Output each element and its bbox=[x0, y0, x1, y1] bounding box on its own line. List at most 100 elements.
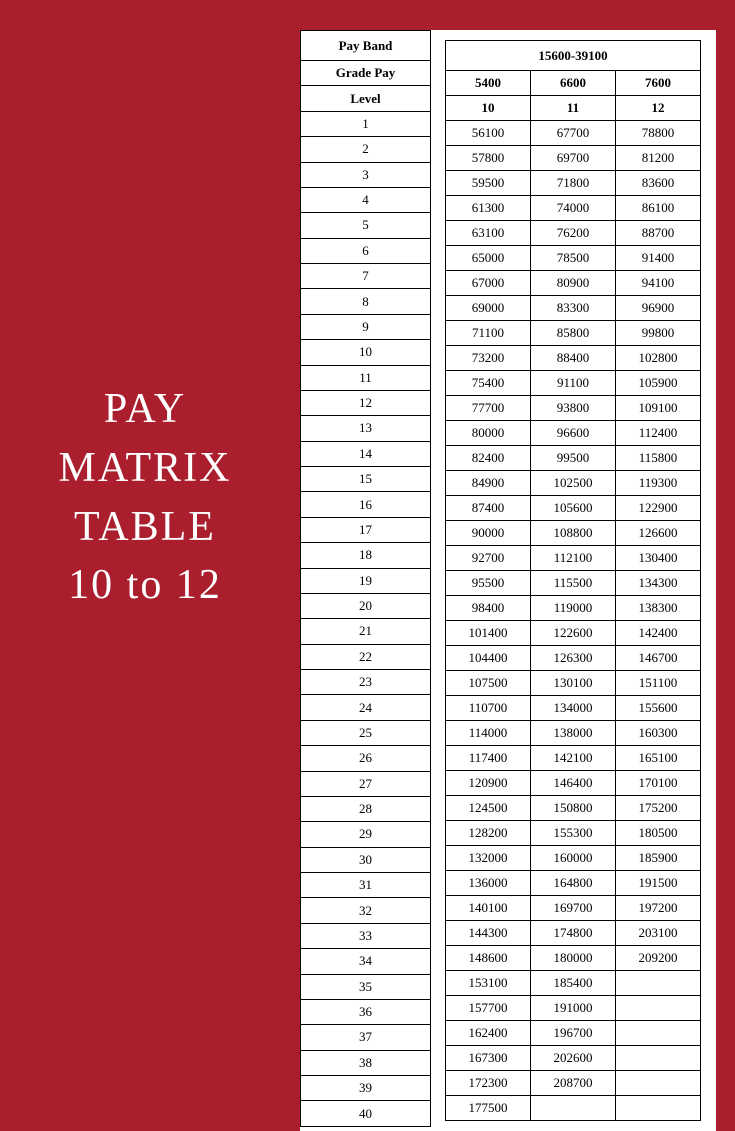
table-cell: 115500 bbox=[531, 571, 616, 596]
table-cell: 148600 bbox=[446, 946, 531, 971]
table-cell: 126300 bbox=[531, 646, 616, 671]
row-index: 3 bbox=[301, 162, 431, 187]
pay-band-label: Pay Band bbox=[301, 31, 431, 61]
row-index: 2 bbox=[301, 137, 431, 162]
table-cell: 67700 bbox=[531, 121, 616, 146]
title-line-2: MATRIX bbox=[30, 439, 260, 498]
row-index: 8 bbox=[301, 289, 431, 314]
table-cell: 96600 bbox=[531, 421, 616, 446]
table-cell: 78800 bbox=[616, 121, 701, 146]
index-table: Pay Band Grade Pay Level 123456789101112… bbox=[300, 30, 431, 1127]
grade-pay-label: Grade Pay bbox=[301, 61, 431, 86]
row-index: 5 bbox=[301, 213, 431, 238]
table-cell: 130400 bbox=[616, 546, 701, 571]
table-cell: 80000 bbox=[446, 421, 531, 446]
row-index: 14 bbox=[301, 441, 431, 466]
table-cell: 202600 bbox=[531, 1046, 616, 1071]
row-index: 29 bbox=[301, 822, 431, 847]
row-index: 15 bbox=[301, 467, 431, 492]
table-cell: 75400 bbox=[446, 371, 531, 396]
table-cell: 138000 bbox=[531, 721, 616, 746]
table-cell: 112100 bbox=[531, 546, 616, 571]
title-line-1: PAY bbox=[30, 380, 260, 439]
table-cell: 175200 bbox=[616, 796, 701, 821]
table-cell: 138300 bbox=[616, 596, 701, 621]
row-index: 7 bbox=[301, 264, 431, 289]
level-label: Level bbox=[301, 86, 431, 111]
table-cell: 85800 bbox=[531, 321, 616, 346]
table-cell: 108800 bbox=[531, 521, 616, 546]
table-cell bbox=[616, 1096, 701, 1121]
row-index: 20 bbox=[301, 593, 431, 618]
table-cell: 115800 bbox=[616, 446, 701, 471]
row-index: 39 bbox=[301, 1076, 431, 1101]
table-cell: 112400 bbox=[616, 421, 701, 446]
row-index: 19 bbox=[301, 568, 431, 593]
table-cell: 134300 bbox=[616, 571, 701, 596]
row-index: 34 bbox=[301, 949, 431, 974]
grade-pay-1: 5400 bbox=[446, 71, 531, 96]
table-cell: 151100 bbox=[616, 671, 701, 696]
table-cell bbox=[616, 1046, 701, 1071]
row-index: 18 bbox=[301, 543, 431, 568]
table-cell: 105900 bbox=[616, 371, 701, 396]
table-cell: 144300 bbox=[446, 921, 531, 946]
table-cell: 134000 bbox=[531, 696, 616, 721]
table-cell: 155600 bbox=[616, 696, 701, 721]
table-cell: 150800 bbox=[531, 796, 616, 821]
row-index: 25 bbox=[301, 720, 431, 745]
row-index: 33 bbox=[301, 923, 431, 948]
row-index: 27 bbox=[301, 771, 431, 796]
table-cell: 142100 bbox=[531, 746, 616, 771]
table-cell: 191000 bbox=[531, 996, 616, 1021]
row-index: 32 bbox=[301, 898, 431, 923]
pay-matrix-table-container: Pay Band Grade Pay Level 123456789101112… bbox=[300, 30, 716, 1131]
table-cell: 96900 bbox=[616, 296, 701, 321]
table-cell: 162400 bbox=[446, 1021, 531, 1046]
row-index: 38 bbox=[301, 1050, 431, 1075]
table-cell: 92700 bbox=[446, 546, 531, 571]
table-cell: 102500 bbox=[531, 471, 616, 496]
table-cell: 81200 bbox=[616, 146, 701, 171]
grade-pay-2: 6600 bbox=[531, 71, 616, 96]
table-cell: 83600 bbox=[616, 171, 701, 196]
table-cell: 104400 bbox=[446, 646, 531, 671]
table-cell: 78500 bbox=[531, 246, 616, 271]
row-index: 37 bbox=[301, 1025, 431, 1050]
table-cell: 114000 bbox=[446, 721, 531, 746]
table-cell: 80900 bbox=[531, 271, 616, 296]
table-cell: 88700 bbox=[616, 221, 701, 246]
table-cell: 69700 bbox=[531, 146, 616, 171]
table-cell: 122900 bbox=[616, 496, 701, 521]
table-cell: 57800 bbox=[446, 146, 531, 171]
table-cell: 59500 bbox=[446, 171, 531, 196]
table-cell: 95500 bbox=[446, 571, 531, 596]
table-cell: 185400 bbox=[531, 971, 616, 996]
table-cell: 167300 bbox=[446, 1046, 531, 1071]
row-index: 17 bbox=[301, 517, 431, 542]
table-cell: 71100 bbox=[446, 321, 531, 346]
row-index: 10 bbox=[301, 340, 431, 365]
row-index: 24 bbox=[301, 695, 431, 720]
table-cell: 128200 bbox=[446, 821, 531, 846]
pay-band-value: 15600-39100 bbox=[446, 41, 701, 71]
row-index: 6 bbox=[301, 238, 431, 263]
table-cell: 73200 bbox=[446, 346, 531, 371]
row-index: 30 bbox=[301, 847, 431, 872]
table-cell: 146400 bbox=[531, 771, 616, 796]
table-cell: 209200 bbox=[616, 946, 701, 971]
table-cell bbox=[531, 1096, 616, 1121]
table-cell: 83300 bbox=[531, 296, 616, 321]
table-cell: 71800 bbox=[531, 171, 616, 196]
level-value-3: 12 bbox=[616, 96, 701, 121]
table-cell: 74000 bbox=[531, 196, 616, 221]
row-index: 4 bbox=[301, 187, 431, 212]
table-cell: 107500 bbox=[446, 671, 531, 696]
table-cell: 146700 bbox=[616, 646, 701, 671]
table-cell: 63100 bbox=[446, 221, 531, 246]
table-cell: 196700 bbox=[531, 1021, 616, 1046]
table-cell: 77700 bbox=[446, 396, 531, 421]
table-cell bbox=[616, 1071, 701, 1096]
table-cell: 61300 bbox=[446, 196, 531, 221]
table-cell: 208700 bbox=[531, 1071, 616, 1096]
